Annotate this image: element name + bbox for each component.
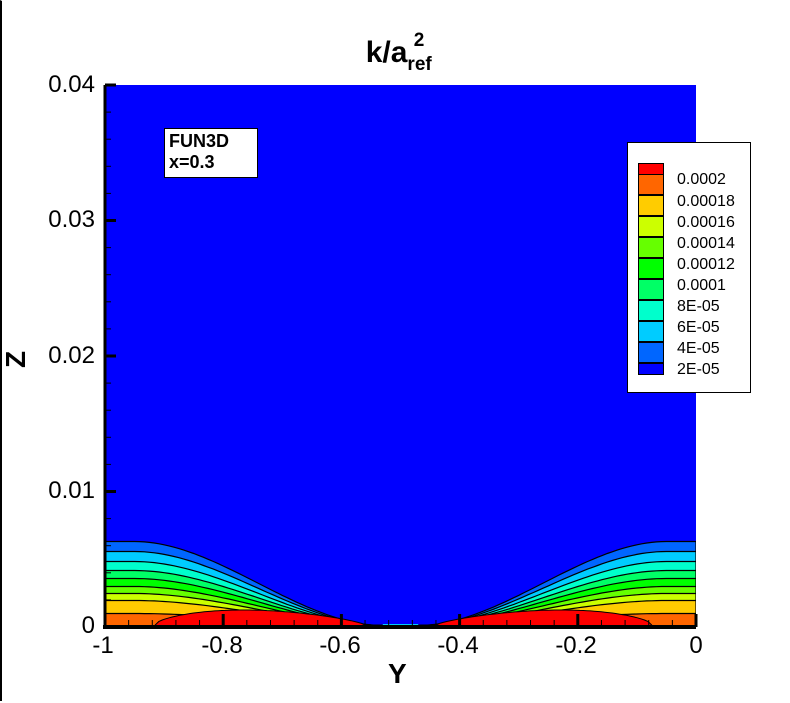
legend-item: 0.00014 bbox=[628, 216, 752, 252]
annotation-station: x=0.3 bbox=[169, 152, 215, 172]
x-tick-minus-0.8: -0.8 bbox=[201, 632, 243, 659]
y-tick-0.01: 0.01 bbox=[48, 477, 95, 504]
x-tick-minus-0.2: -0.2 bbox=[555, 632, 597, 659]
x-tick-minus-1: -1 bbox=[92, 632, 114, 659]
legend-label: 0.00018 bbox=[677, 193, 735, 210]
legend-swatch bbox=[638, 258, 664, 279]
legend-label: 0.00014 bbox=[677, 235, 735, 252]
legend-swatch bbox=[638, 195, 664, 216]
annotation-solver: FUN3D bbox=[169, 131, 230, 151]
title-main: k/a bbox=[365, 36, 408, 69]
legend-label: 2E-05 bbox=[677, 361, 720, 378]
title-subscript: ref bbox=[407, 54, 432, 75]
legend-label: 6E-05 bbox=[677, 319, 720, 336]
legend-item: 0.0001 bbox=[628, 258, 752, 294]
legend-swatch bbox=[638, 174, 664, 195]
legend-swatch bbox=[638, 300, 664, 321]
legend-item: 0.00016 bbox=[628, 195, 752, 231]
y-tick-0.02: 0.02 bbox=[48, 342, 95, 369]
title-superscript: 2 bbox=[413, 30, 425, 51]
axis-ticks bbox=[103, 83, 698, 629]
legend-swatch bbox=[638, 363, 664, 375]
legend-swatch bbox=[638, 342, 664, 363]
legend-label: 0.00012 bbox=[677, 256, 735, 273]
legend-swatch bbox=[638, 279, 664, 300]
legend-swatch bbox=[638, 237, 664, 258]
legend-item: 0.0002 bbox=[628, 163, 752, 188]
legend-label: 8E-05 bbox=[677, 298, 720, 315]
y-tick-0.04: 0.04 bbox=[48, 71, 95, 98]
x-tick-minus-0.4: -0.4 bbox=[437, 632, 479, 659]
y-tick-0: 0 bbox=[81, 612, 95, 639]
x-tick-0: 0 bbox=[689, 632, 703, 659]
legend-item: 0.00018 bbox=[628, 174, 752, 210]
legend-label: 0.0002 bbox=[677, 171, 726, 188]
legend-label: 4E-05 bbox=[677, 340, 720, 357]
y-tick-0.03: 0.03 bbox=[48, 206, 95, 233]
legend-item: 8E-05 bbox=[628, 279, 752, 315]
y-axis-label: Z bbox=[0, 350, 31, 368]
legend-item: 6E-05 bbox=[628, 300, 752, 336]
annotation-box: FUN3D x=0.3 bbox=[164, 128, 258, 178]
chart-title: k/aref 2 bbox=[0, 30, 790, 76]
legend-swatch bbox=[638, 216, 664, 237]
x-tick-minus-0.6: -0.6 bbox=[319, 632, 361, 659]
contour-legend: 0.0002 0.00018 0.00016 0.00014 0.00012 0… bbox=[627, 142, 751, 393]
legend-item bbox=[628, 363, 752, 384]
legend-label: 0.00016 bbox=[677, 214, 735, 231]
legend-label: 0.0001 bbox=[677, 277, 726, 294]
legend-swatch bbox=[638, 321, 664, 342]
x-axis-label: Y bbox=[388, 658, 407, 689]
legend-item: 0.00012 bbox=[628, 237, 752, 273]
legend-item: 4E-05 bbox=[628, 321, 752, 357]
legend-item: 2E-05 bbox=[628, 342, 752, 378]
